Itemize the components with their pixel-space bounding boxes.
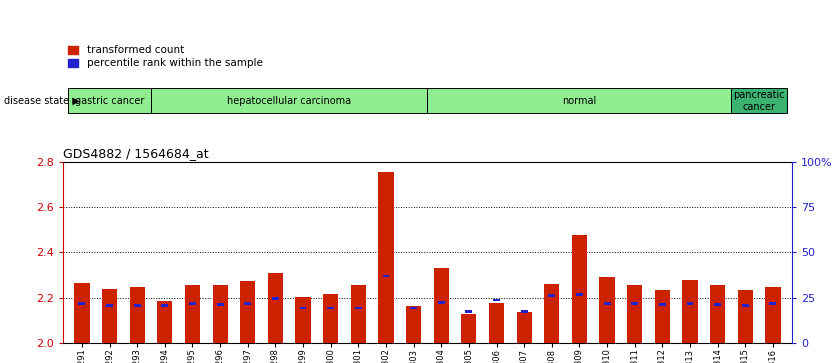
Bar (434, 268, 449, 343)
Bar (766, 287, 781, 343)
Bar (686, 302, 694, 305)
Bar (185, 285, 200, 343)
FancyBboxPatch shape (427, 89, 731, 113)
Bar (406, 306, 421, 343)
Bar (189, 302, 196, 305)
Bar (549, 294, 555, 297)
Legend: transformed count, percentile rank within the sample: transformed count, percentile rank withi… (68, 45, 263, 68)
Bar (327, 306, 334, 309)
Bar (604, 302, 610, 305)
Bar (158, 301, 173, 343)
Bar (240, 281, 255, 343)
Bar (438, 301, 445, 303)
FancyBboxPatch shape (731, 89, 786, 113)
Bar (161, 304, 168, 307)
Bar (520, 310, 528, 313)
Bar (213, 285, 228, 343)
Bar (268, 273, 283, 343)
Bar (354, 306, 362, 309)
Text: pancreatic
cancer: pancreatic cancer (733, 90, 785, 111)
Text: hepatocellular carcinoma: hepatocellular carcinoma (227, 96, 351, 106)
Bar (272, 297, 279, 300)
Bar (383, 275, 389, 277)
Bar (572, 235, 587, 343)
Bar (682, 280, 697, 343)
Bar (627, 285, 642, 343)
Bar (770, 302, 776, 305)
Bar (545, 284, 560, 343)
Bar (461, 314, 476, 343)
Bar (655, 290, 670, 343)
Bar (74, 283, 89, 343)
Bar (600, 277, 615, 343)
Bar (299, 306, 306, 309)
Bar (244, 302, 251, 305)
Bar (465, 310, 472, 313)
Bar (323, 294, 339, 343)
Bar (576, 293, 583, 295)
Bar (351, 285, 366, 343)
Bar (659, 303, 666, 306)
Bar (78, 302, 85, 305)
Bar (738, 290, 753, 343)
Text: GDS4882 / 1564684_at: GDS4882 / 1564684_at (63, 147, 208, 160)
Text: normal: normal (562, 96, 596, 106)
Bar (102, 289, 117, 343)
Bar (410, 306, 417, 309)
Bar (217, 303, 224, 306)
Bar (493, 298, 500, 301)
Bar (129, 287, 145, 343)
Bar (489, 303, 504, 343)
Bar (133, 304, 141, 307)
FancyBboxPatch shape (151, 89, 427, 113)
FancyBboxPatch shape (68, 89, 151, 113)
Bar (516, 313, 532, 343)
Bar (295, 297, 310, 343)
Bar (714, 303, 721, 306)
Text: disease state ▶: disease state ▶ (4, 96, 80, 106)
Bar (379, 172, 394, 343)
Bar (106, 304, 113, 307)
Bar (742, 304, 749, 307)
Text: gastric cancer: gastric cancer (75, 96, 144, 106)
Bar (710, 285, 726, 343)
Bar (631, 302, 638, 305)
